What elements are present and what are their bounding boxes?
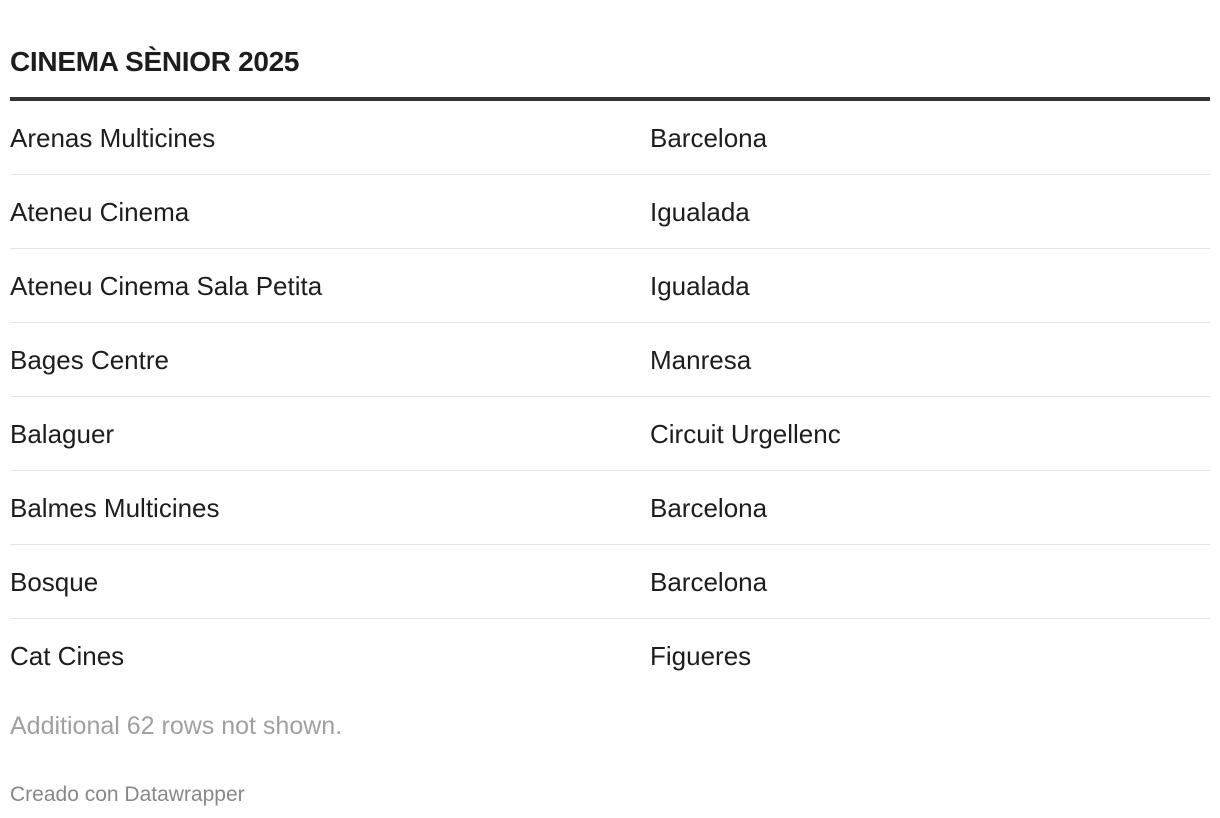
cinema-cell: Ateneu Cinema Sala Petita (10, 271, 323, 301)
table-row: Balmes Multicines Barcelona (10, 471, 1210, 545)
city-cell: Igualada (650, 271, 750, 301)
cinema-cell: Cat Cines (10, 641, 125, 671)
footer: Creado con Datawrapper (10, 783, 245, 806)
table-row: Cat Cines Figueres (10, 619, 1210, 692)
city-cell: Figueres (650, 641, 752, 671)
table-row: Ateneu Cinema Igualada (10, 175, 1210, 249)
table-row: Balaguer Circuit Urgellenc (10, 397, 1210, 471)
table-row: Bosque Barcelona (10, 545, 1210, 619)
table: Arenas Multicines Barcelona Ateneu Cinema I… (10, 101, 1210, 692)
city-cell: Igualada (650, 197, 750, 227)
city-cell: Barcelona (650, 123, 768, 153)
table-row: Bages Centre Manresa (10, 323, 1210, 397)
city-cell: Circuit Urgellenc (650, 419, 841, 449)
header-rule (10, 97, 1210, 101)
cinema-cell: Arenas Multicines (10, 123, 216, 153)
cinema-cell: Bosque (10, 567, 99, 597)
title: CINEMA SÈNIOR 2025 (10, 46, 300, 77)
city-cell: Barcelona (650, 493, 768, 523)
table-row: Arenas Multicines Barcelona (10, 101, 1210, 175)
notes: Additional 62 rows not shown. (10, 712, 343, 740)
cinema-cell: Balmes Multicines (10, 493, 220, 523)
city-cell: Manresa (650, 345, 752, 375)
city-cell: Barcelona (650, 567, 768, 597)
cinema-cell: Balaguer (10, 419, 115, 449)
table-row: Ateneu Cinema Sala Petita Igualada (10, 249, 1210, 323)
cinema-cell: Ateneu Cinema (10, 197, 190, 227)
cinema-cell: Bages Centre (10, 345, 169, 375)
